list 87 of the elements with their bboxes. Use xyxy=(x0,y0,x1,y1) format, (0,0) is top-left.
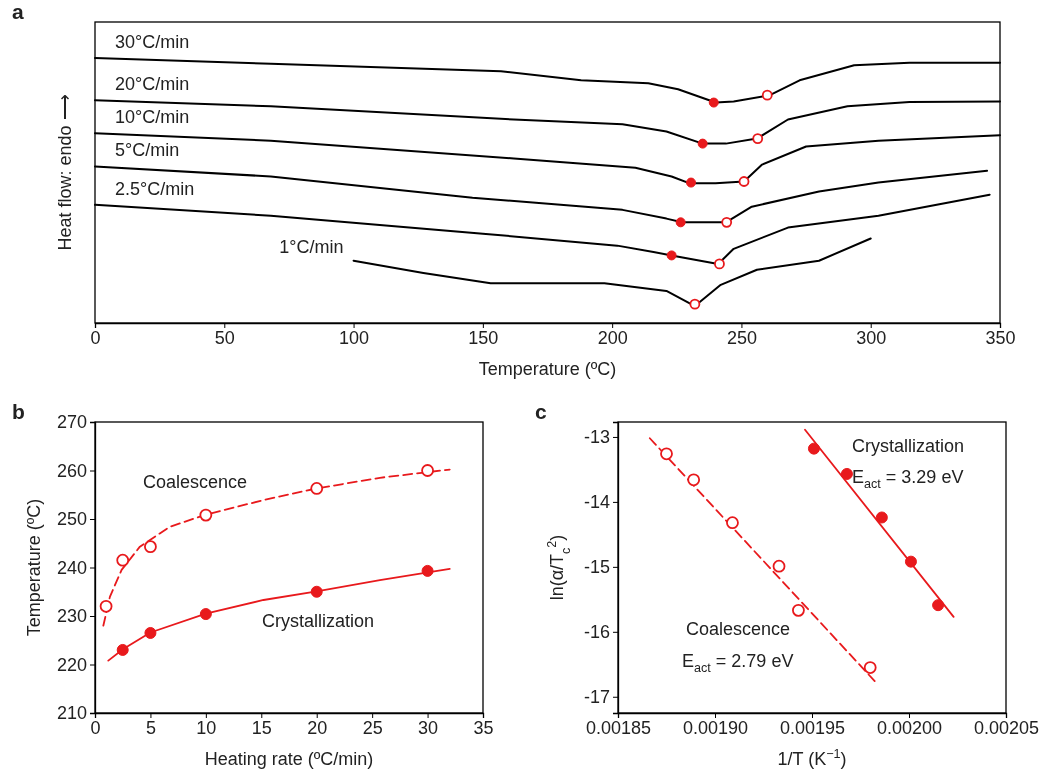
point xyxy=(708,97,719,108)
x-tick-label: 50 xyxy=(214,327,235,348)
x-tick-label: 15 xyxy=(251,717,272,738)
point xyxy=(875,511,888,524)
x-tick-label: 100 xyxy=(339,327,370,348)
point xyxy=(840,467,853,480)
annotation: E$_{act}$ = 2.79 eV xyxy=(682,650,794,676)
x-tick-label: 0.00190 xyxy=(682,717,749,738)
point xyxy=(675,217,686,228)
y-axis-title: Heat flow: endo ⟶ xyxy=(55,94,75,251)
point xyxy=(99,599,113,613)
point xyxy=(697,138,708,149)
y-tick-label: 210 xyxy=(56,703,87,724)
series-label: 20°C/min xyxy=(115,74,190,95)
y-tick-label: -15 xyxy=(583,557,610,578)
point xyxy=(199,508,213,522)
point xyxy=(772,559,786,573)
point xyxy=(686,177,697,188)
annotation: E$_{act}$ = 3.29 eV xyxy=(852,466,964,492)
x-tick-label: 0.00205 xyxy=(973,717,1040,738)
y-tick-label: 230 xyxy=(56,606,87,627)
y-axis-title: Temperature (ºC) xyxy=(24,498,44,637)
point xyxy=(310,482,324,495)
x-axis-title: Heating rate (ºC/min) xyxy=(204,749,374,769)
x-tick-label: 30 xyxy=(418,717,439,738)
x-tick-label: 200 xyxy=(597,327,628,348)
x-tick-label: 0.00185 xyxy=(585,717,652,738)
point xyxy=(904,555,917,568)
x-tick-label: 10 xyxy=(196,717,217,738)
chart-title: a xyxy=(12,0,24,23)
y-tick-label: -17 xyxy=(583,687,610,708)
point xyxy=(761,89,773,101)
point xyxy=(666,250,677,261)
point xyxy=(199,608,212,621)
x-tick-label: 0.00195 xyxy=(779,717,846,738)
x-axis-title: Temperature (ºC) xyxy=(478,359,617,379)
x-tick-label: 0 xyxy=(90,717,101,738)
point xyxy=(144,540,157,554)
point xyxy=(310,585,323,598)
point xyxy=(932,599,945,612)
x-tick-label: 250 xyxy=(726,327,757,348)
annotation: Coalescence xyxy=(686,618,791,639)
annotation: Crystallization xyxy=(262,610,375,631)
annotation: Coalescence xyxy=(143,471,248,492)
series-label: 10°C/min xyxy=(115,107,190,128)
point xyxy=(792,603,805,617)
point xyxy=(714,258,725,270)
x-tick-label: 0.00200 xyxy=(876,717,943,738)
point xyxy=(721,216,733,228)
point xyxy=(807,442,820,455)
x-tick-label: 350 xyxy=(985,327,1016,348)
series-label: 1°C/min xyxy=(279,236,344,257)
point xyxy=(660,447,673,461)
y-tick-label: 250 xyxy=(56,509,87,530)
x-tick-label: 300 xyxy=(856,327,887,348)
point xyxy=(738,176,750,187)
point xyxy=(421,464,434,477)
annotation: Crystallization xyxy=(852,435,965,456)
point xyxy=(689,298,701,310)
chart-title: b xyxy=(12,400,25,423)
series-label: 30°C/min xyxy=(115,32,190,53)
series-label: 5°C/min xyxy=(115,140,180,161)
chart-title: c xyxy=(535,400,547,423)
y-tick-label: -14 xyxy=(583,492,610,513)
x-tick-label: 20 xyxy=(307,717,328,738)
y-tick-label: 270 xyxy=(56,412,87,433)
point xyxy=(863,661,877,674)
x-tick-label: 35 xyxy=(473,717,494,738)
x-tick-label: 0 xyxy=(90,327,101,348)
point xyxy=(116,553,130,567)
x-axis-title: 1/T (K$^{−1}$) xyxy=(777,747,847,769)
y-tick-label: 240 xyxy=(56,557,87,578)
point xyxy=(752,133,764,144)
y-tick-label: 260 xyxy=(56,460,87,481)
y-tick-label: -13 xyxy=(583,427,610,448)
point xyxy=(421,564,434,577)
x-tick-label: 25 xyxy=(362,717,383,738)
y-tick-label: -16 xyxy=(583,622,610,643)
point xyxy=(116,643,129,656)
y-tick-label: 220 xyxy=(56,654,87,675)
series-label: 2.5°C/min xyxy=(115,178,195,199)
point xyxy=(726,516,739,530)
line-series xyxy=(107,568,451,662)
point xyxy=(144,626,157,639)
x-tick-label: 150 xyxy=(468,327,499,348)
point xyxy=(687,473,701,487)
x-tick-label: 5 xyxy=(145,717,156,738)
